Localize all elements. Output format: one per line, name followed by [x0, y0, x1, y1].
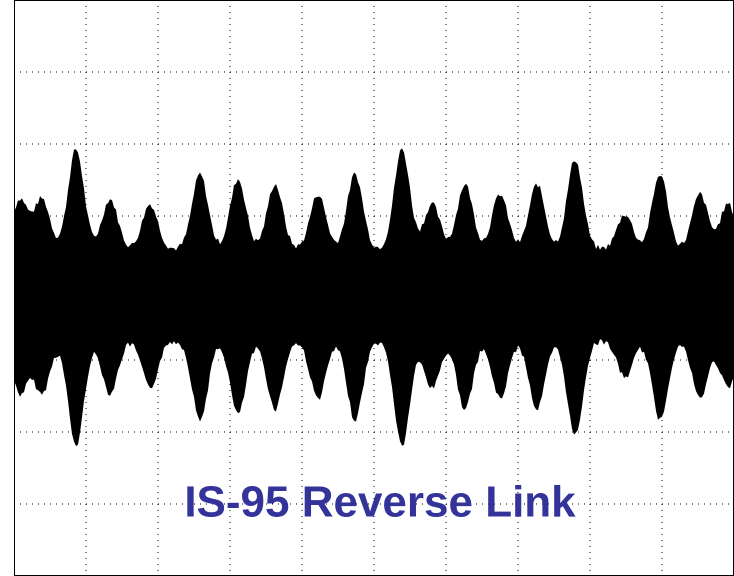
caption: IS-95 Reverse Link	[184, 478, 576, 527]
page: {"title": "IS-95 Reverse Link"} IS-95 Re…	[0, 0, 734, 576]
scope-screen: IS-95 Reverse Link	[0, 0, 734, 576]
